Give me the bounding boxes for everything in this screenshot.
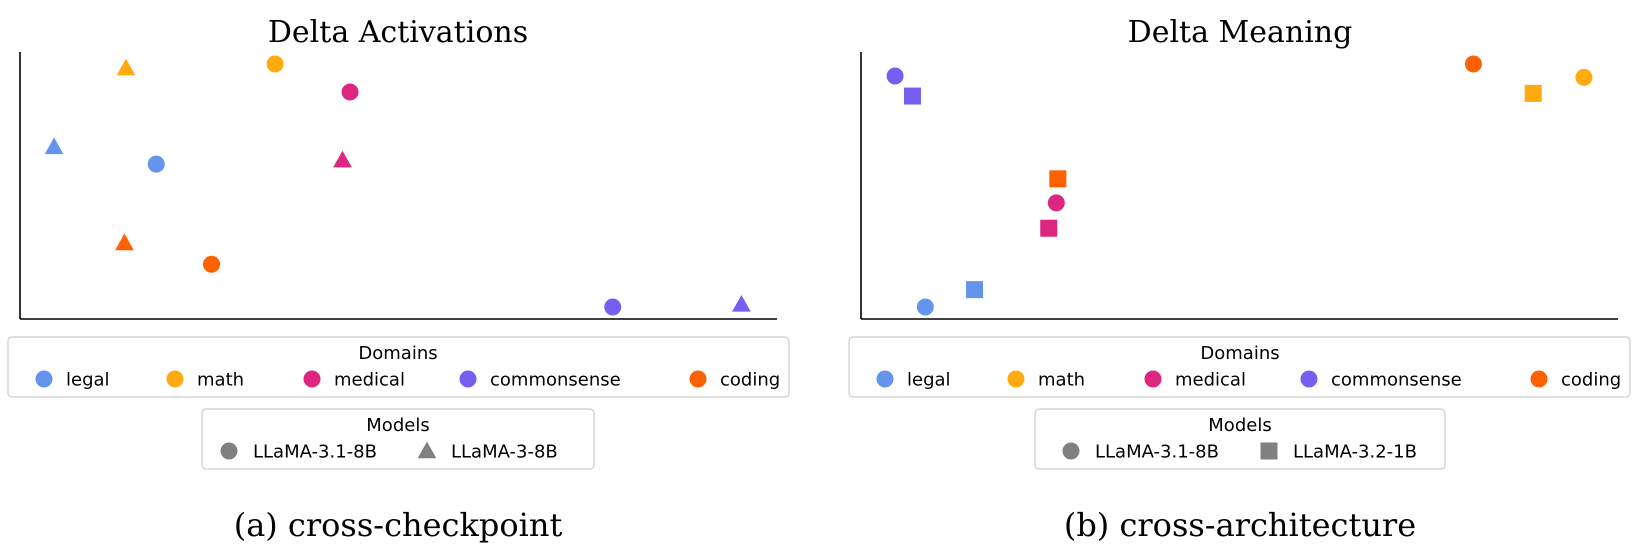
legend-label-math: math: [1038, 370, 1085, 391]
legend-label-math: math: [197, 370, 244, 391]
data-point-coding-triangle: [115, 233, 134, 251]
panel-cross-architecture: Delta Meaning Domains legal math medical co…: [848, 15, 1631, 544]
legend-label-legal: legal: [66, 370, 110, 391]
data-point-math-circle: [1575, 68, 1593, 86]
legend-label-medical: medical: [334, 370, 405, 391]
legend-marker-coding: [689, 370, 707, 388]
legend-label-medical: medical: [1175, 370, 1246, 391]
legend-marker-commonsense: [459, 370, 477, 388]
legend-marker-triangle: [417, 441, 437, 459]
chart-title: Delta Activations: [268, 15, 528, 50]
data-point-medical-square: [1040, 219, 1058, 237]
legend-marker-medical: [303, 370, 321, 388]
legend-title: Models: [366, 415, 429, 436]
data-point-medical-circle: [1047, 194, 1065, 212]
data-point-coding-square: [1049, 170, 1067, 188]
data-point-legal-circle: [147, 155, 165, 173]
data-point-commonsense-circle: [886, 67, 904, 85]
scatter-points: [44, 55, 751, 316]
legend-label-model: LLaMA-3.1-8B: [253, 442, 377, 463]
data-point-commonsense-triangle: [732, 294, 751, 312]
chart-title: Delta Meaning: [1128, 15, 1353, 50]
data-point-legal-circle: [916, 298, 934, 316]
data-point-math-triangle: [116, 58, 136, 76]
legend-frame: [1034, 408, 1446, 470]
legend-frame: [848, 336, 1631, 398]
legend-frame: [201, 408, 595, 470]
legend-marker-math: [1007, 370, 1025, 388]
legend-marker-circle: [220, 442, 238, 460]
models-legend: Models LLaMA-3.1-8B LLaMA-3-8B: [201, 408, 595, 470]
data-point-commonsense-circle: [604, 298, 622, 316]
legend-label-coding: coding: [1561, 370, 1621, 391]
data-point-legal-triangle: [44, 137, 64, 155]
legend-entries: legal math medical commonsense coding: [35, 370, 780, 391]
legend-label-model: LLaMA-3-8B: [451, 442, 558, 463]
models-legend: Models LLaMA-3.1-8B LLaMA-3.2-1B: [1034, 408, 1446, 470]
legend-frame: [7, 336, 790, 398]
data-point-medical-triangle: [333, 150, 352, 168]
data-point-commonsense-square: [903, 87, 921, 105]
data-point-legal-square: [966, 281, 984, 299]
data-point-coding-circle: [1464, 55, 1482, 73]
domains-legend: Domains legal math medical commonsense codin…: [7, 336, 790, 398]
legend-label-model: LLaMA-3.2-1B: [1293, 442, 1417, 463]
legend-marker-math: [166, 370, 184, 388]
legend-marker-square: [1260, 442, 1278, 460]
data-point-math-circle: [266, 55, 284, 73]
legend-marker-legal: [876, 370, 894, 388]
legend-marker-commonsense: [1300, 370, 1318, 388]
legend-marker-medical: [1144, 370, 1162, 388]
scatter-points: [886, 55, 1593, 316]
panel-cross-checkpoint: Delta Activations Domains legal math medic…: [7, 15, 790, 544]
legend-title: Domains: [1200, 343, 1279, 364]
legend-marker-circle: [1062, 442, 1080, 460]
legend-title: Models: [1208, 415, 1271, 436]
legend-label-commonsense: commonsense: [490, 370, 621, 391]
legend-entries: legal math medical commonsense coding: [876, 370, 1621, 391]
data-point-math-square: [1524, 84, 1542, 102]
legend-entries: LLaMA-3.1-8B LLaMA-3.2-1B: [1062, 442, 1417, 463]
legend-marker-coding: [1530, 370, 1548, 388]
legend-title: Domains: [358, 343, 437, 364]
legend-entries: LLaMA-3.1-8B LLaMA-3-8B: [220, 441, 558, 463]
domains-legend: Domains legal math medical commonsense codin…: [848, 336, 1631, 398]
legend-label-coding: coding: [720, 370, 780, 391]
legend-marker-legal: [35, 370, 53, 388]
legend-label-legal: legal: [907, 370, 951, 391]
panel-caption: (b) cross-architecture: [1064, 506, 1416, 544]
data-point-medical-circle: [341, 83, 359, 101]
data-point-coding-circle: [203, 255, 221, 273]
panel-caption: (a) cross-checkpoint: [234, 506, 563, 544]
legend-label-commonsense: commonsense: [1331, 370, 1462, 391]
legend-label-model: LLaMA-3.1-8B: [1095, 442, 1219, 463]
